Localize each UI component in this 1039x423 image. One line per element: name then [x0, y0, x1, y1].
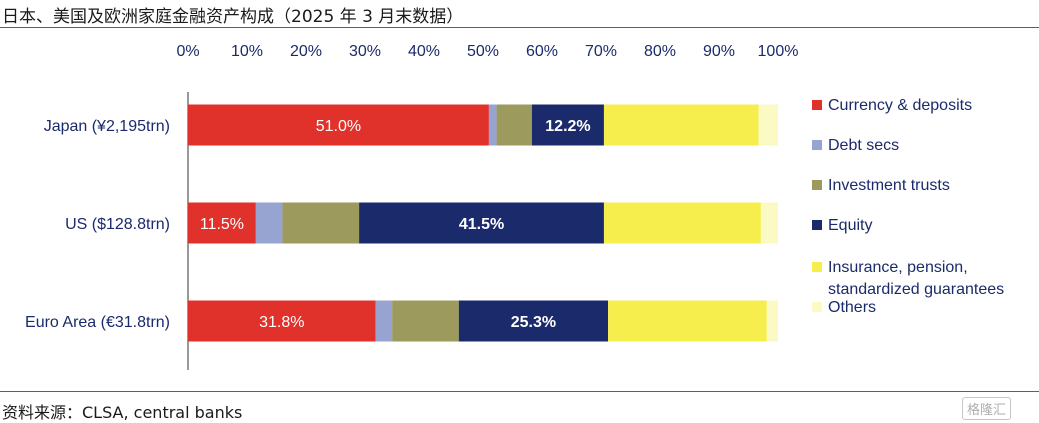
- legend-swatch: [812, 100, 822, 110]
- legend-swatch: [812, 302, 822, 312]
- bar-data-label: 12.2%: [545, 118, 590, 135]
- x-tick-label: 70%: [585, 43, 617, 60]
- legend-label: Debt secs: [828, 137, 899, 154]
- x-tick-label: 10%: [231, 43, 263, 60]
- legend: Currency & deposits Debt secs Investment t…: [812, 97, 1004, 316]
- x-tick-label: 60%: [526, 43, 558, 60]
- bar-segment: [608, 300, 767, 342]
- bar-segment: [488, 104, 497, 146]
- bar-segment: [282, 202, 360, 244]
- bar-segment: [603, 202, 761, 244]
- watermark-logo: 格隆汇: [962, 397, 1012, 420]
- bar-data-label: 31.8%: [259, 314, 304, 331]
- bar-segment: [188, 202, 256, 244]
- y-category-label: US ($128.8trn): [65, 216, 170, 233]
- legend-label: Currency & deposits: [828, 97, 972, 114]
- bottom-divider: [0, 391, 1039, 392]
- x-tick-label: 30%: [349, 43, 381, 60]
- bar-data-label: 25.3%: [511, 314, 556, 331]
- top-divider: [0, 27, 1039, 28]
- stacked-bar-chart: 0% 10% 20% 30% 40% 50% 60% 70% 80% 90% 100% Japan …: [25, 43, 1004, 370]
- legend-swatch: [812, 140, 822, 150]
- bar-segment: [392, 300, 459, 342]
- x-tick-label: 100%: [758, 43, 799, 60]
- legend-swatch: [812, 262, 822, 272]
- x-tick-label: 0%: [176, 43, 199, 60]
- bar-segment: [603, 104, 759, 146]
- bar-segment: [375, 300, 393, 342]
- bar-segment: [496, 104, 532, 146]
- chart-title: 日本、美国及欧洲家庭金融资产构成（2025 年 3 月末数据）: [2, 7, 464, 27]
- x-tick-label: 80%: [644, 43, 676, 60]
- legend-label: Insurance, pension,: [828, 259, 968, 276]
- x-tick-label: 20%: [290, 43, 322, 60]
- bar-data-label: 51.0%: [316, 118, 361, 135]
- bar-data-labels: 51.0% 12.2% 11.5% 41.5% 31.8% 25.3%: [200, 118, 591, 331]
- y-axis-labels: Japan (¥2,195trn) US ($128.8trn) Euro Area…: [25, 118, 170, 331]
- legend-swatch: [812, 180, 822, 190]
- x-axis-ticks: 0% 10% 20% 30% 40% 50% 60% 70% 80% 90% 100%: [176, 43, 798, 60]
- y-category-label: Japan (¥2,195trn): [44, 118, 170, 135]
- legend-label: Equity: [828, 217, 872, 234]
- legend-label: Others: [828, 299, 876, 316]
- bar-data-label: 11.5%: [200, 216, 244, 233]
- y-category-label: Euro Area (€31.8trn): [25, 314, 170, 331]
- x-tick-label: 50%: [467, 43, 499, 60]
- bar-segment: [255, 202, 283, 244]
- bar-segment: [188, 300, 376, 342]
- bar-segment: [359, 202, 604, 244]
- bar-segments: [188, 104, 778, 342]
- legend-swatch: [812, 220, 822, 230]
- bar-segment: [188, 104, 489, 146]
- source-note: 资料来源：CLSA, central banks: [2, 403, 243, 422]
- bar-segment: [531, 104, 604, 146]
- bar-segment: [758, 104, 778, 146]
- legend-label: Investment trusts: [828, 177, 950, 194]
- x-tick-label: 90%: [703, 43, 735, 60]
- x-tick-label: 40%: [408, 43, 440, 60]
- bar-data-label: 41.5%: [459, 216, 504, 233]
- bar-segment: [458, 300, 609, 342]
- bar-segment: [766, 300, 778, 342]
- bar-segment: [760, 202, 778, 244]
- legend-label: standardized guarantees: [828, 281, 1004, 298]
